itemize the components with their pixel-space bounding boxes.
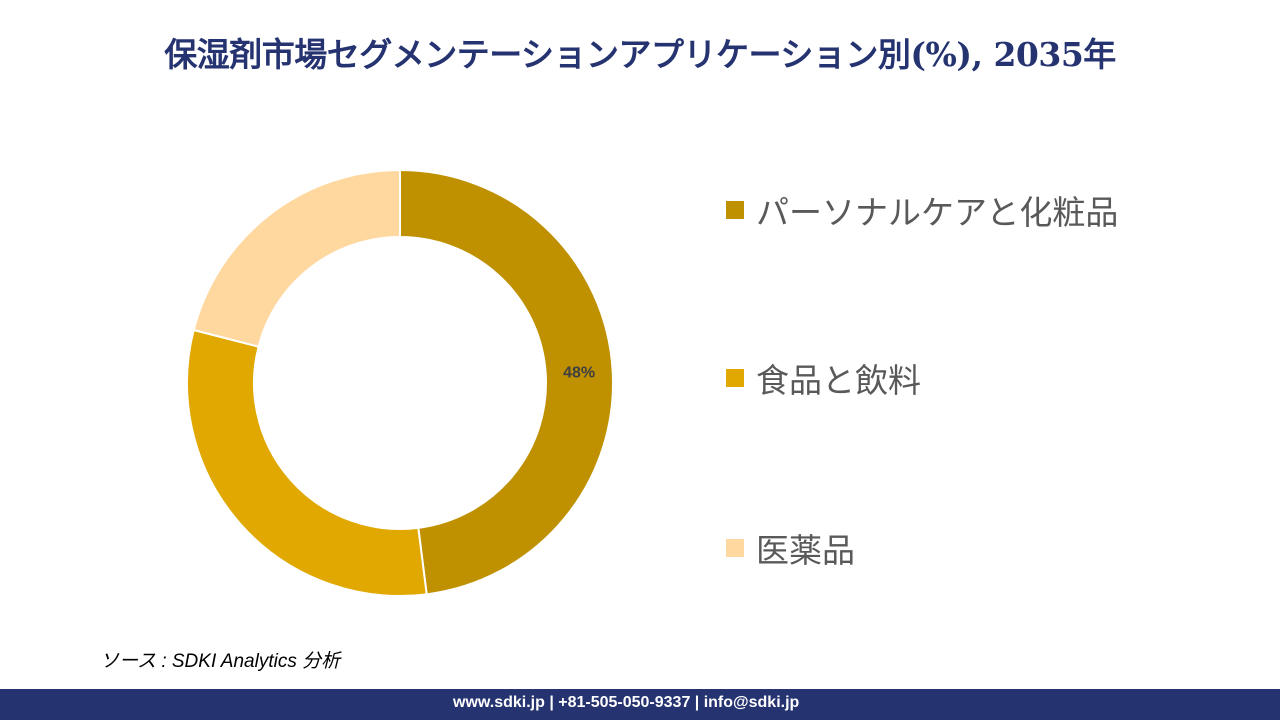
- footer-bar: www.sdki.jp | +81-505-050-9337 | info@sd…: [0, 689, 1280, 720]
- donut-chart: 48%: [186, 168, 614, 597]
- legend-label: 食品と飲料: [756, 361, 921, 400]
- donut-slice: [192, 168, 401, 348]
- legend-item: 食品と飲料: [726, 354, 921, 402]
- legend-swatch: [726, 369, 744, 387]
- donut-slice: [186, 328, 428, 597]
- legend-swatch: [726, 539, 744, 557]
- data-label: 48%: [563, 365, 595, 382]
- legend-label: 医薬品: [756, 531, 855, 570]
- footer-contact: www.sdki.jp | +81-505-050-9337 | info@sd…: [453, 694, 800, 711]
- legend-item: パーソナルケアと化粧品: [726, 186, 1118, 234]
- legend-item: 医薬品: [726, 524, 855, 572]
- donut-slice: [399, 168, 614, 596]
- legend-label: パーソナルケアと化粧品: [756, 193, 1119, 232]
- chart-title: 保湿剤市場セグメンテーションアプリケーション別(%), 2035年: [164, 35, 1116, 74]
- source-note: ソース : SDKI Analytics 分析: [100, 651, 341, 672]
- legend-swatch: [726, 201, 744, 219]
